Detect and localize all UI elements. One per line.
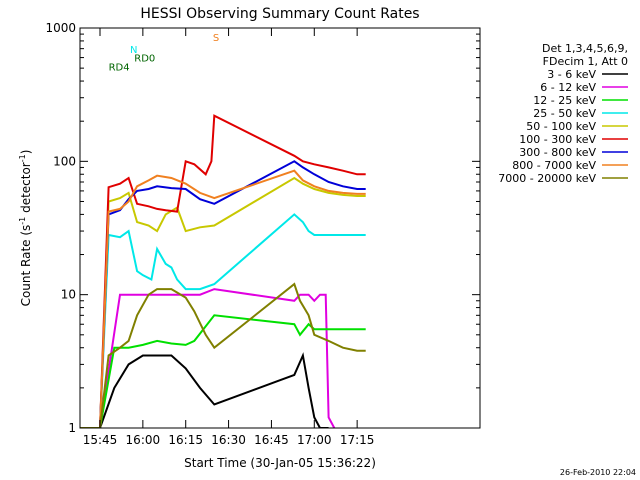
x-tick-label-4: 16:45 (254, 433, 289, 447)
series-line-7 (80, 169, 366, 428)
plot-frame (79, 27, 481, 429)
axes-ticks: 15:45 16:00 16:15 16:30 16:45 17:00 17:15 1 10 10… (45, 21, 480, 447)
timestamp: 26-Feb-2010 22:04 (560, 468, 636, 477)
legend-label-1: 6 - 12 keV (540, 81, 596, 94)
x-tick-label-6: 17:15 (340, 433, 375, 447)
x-tick-label-3: 16:30 (211, 433, 246, 447)
legend-label-6: 300 - 800 keV (519, 146, 596, 159)
x-tick-label-5: 17:00 (297, 433, 332, 447)
series-line-0 (80, 352, 329, 428)
legend-label-2: 12 - 25 keV (533, 94, 596, 107)
legend-header-1: FDecim 1, Att 0 (543, 55, 628, 68)
series-line-1 (80, 288, 336, 428)
series-line-5 (80, 114, 366, 428)
legend-label-8: 7000 - 20000 keV (498, 172, 596, 185)
series-line-6 (80, 160, 366, 428)
annotation-label-2: RD4 (109, 63, 130, 74)
legend-label-7: 800 - 7000 keV (512, 159, 596, 172)
series-line-4 (80, 176, 366, 428)
legend-header-0: Det 1,3,4,5,6,9, (542, 42, 628, 55)
annotation-label-3: S (213, 33, 219, 44)
y-axis-title-suffix: ) (19, 150, 33, 155)
x-axis-title: Start Time (30-Jan-05 15:36:22) (184, 456, 376, 470)
y-tick-label-2: 100 (53, 154, 76, 168)
y-axis-title: Count Rate (s-1 detector-1) (18, 150, 33, 307)
chart-title: HESSI Observing Summary Count Rates (140, 6, 419, 22)
series-line-8 (80, 282, 366, 428)
y-tick-label-1: 10 (61, 288, 76, 302)
x-tick-label-0: 15:45 (83, 433, 118, 447)
y-tick-label-0: 1 (68, 421, 76, 435)
y-axis-title-sup2: -1 (18, 154, 27, 162)
y-tick-label-3: 1000 (45, 21, 76, 35)
series-line-3 (80, 213, 366, 428)
series-line-2 (80, 314, 366, 428)
x-tick-label-2: 16:15 (168, 433, 203, 447)
y-axis-title-sup1: -1 (18, 217, 27, 225)
legend-label-5: 100 - 300 keV (519, 133, 596, 146)
legend-label-4: 50 - 100 keV (526, 120, 596, 133)
x-tick-label-1: 16:00 (126, 433, 161, 447)
y-axis-title-prefix: Count Rate (s (19, 225, 33, 307)
legend-label-3: 25 - 50 keV (533, 107, 596, 120)
annotation-label-0: N (130, 45, 137, 56)
legend: Det 1,3,4,5,6,9,FDecim 1, Att 03 - 6 keV… (498, 42, 628, 185)
y-axis-title-mid: detector (19, 162, 33, 217)
legend-label-0: 3 - 6 keV (547, 68, 596, 81)
annotation-label-1: RD0 (134, 54, 155, 65)
